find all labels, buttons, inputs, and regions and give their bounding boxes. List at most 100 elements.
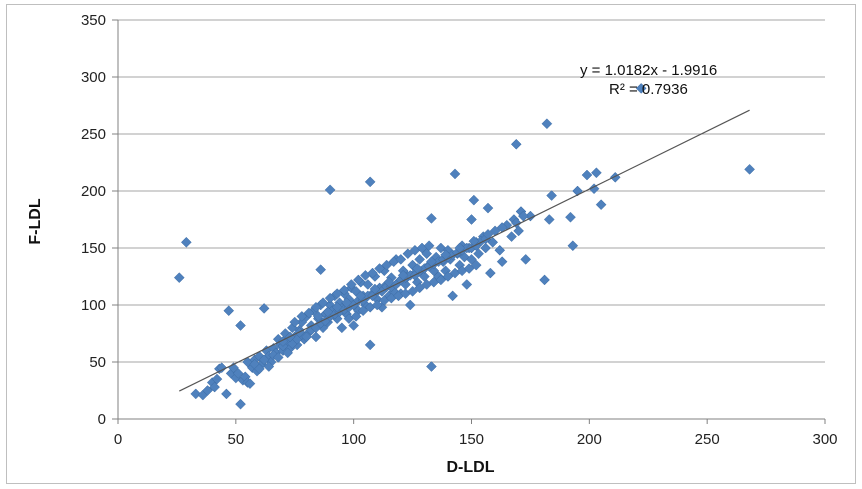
data-point: [235, 320, 246, 331]
r-squared-label: R² = 0.7936: [609, 81, 688, 98]
data-point: [296, 311, 308, 322]
data-point: [435, 274, 447, 286]
data-point: [371, 299, 383, 311]
data-point: [312, 311, 324, 322]
x-axis-title: D-LDL: [447, 459, 495, 476]
data-point: [473, 248, 484, 260]
data-point: [353, 274, 364, 286]
x-tick-label: 300: [812, 431, 837, 448]
data-point: [539, 274, 550, 286]
data-point: [543, 214, 555, 225]
data-point: [463, 263, 475, 274]
data-point: [581, 169, 593, 181]
data-point: [357, 305, 369, 317]
data-point: [520, 254, 532, 265]
data-point: [289, 316, 301, 328]
data-point: [402, 248, 414, 260]
data-point: [482, 202, 494, 214]
data-point: [190, 388, 202, 400]
x-tick-label: 200: [577, 431, 602, 448]
data-point: [381, 259, 393, 271]
data-point: [258, 303, 270, 314]
y-axis-title: F-LDL: [27, 198, 44, 244]
data-point: [223, 305, 235, 317]
data-point: [367, 267, 378, 279]
data-point: [468, 194, 480, 206]
data-point: [426, 213, 437, 224]
data-point: [211, 373, 223, 385]
data-point: [487, 236, 499, 248]
data-point: [362, 279, 374, 290]
data-point: [244, 378, 256, 390]
data-point: [348, 320, 360, 331]
data-point: [232, 368, 244, 379]
data-point: [369, 283, 381, 295]
data-point: [235, 398, 246, 410]
axes: [112, 19, 826, 424]
data-point: [173, 272, 185, 283]
data-point: [461, 279, 473, 290]
data-point: [595, 199, 607, 211]
data-point: [350, 311, 362, 322]
y-tick-label: 100: [81, 297, 106, 314]
data-point: [744, 163, 755, 175]
data-point: [301, 331, 312, 343]
x-tick-label: 0: [114, 431, 122, 448]
data-point: [414, 282, 426, 294]
data-point: [216, 362, 228, 374]
trendline: [179, 109, 750, 392]
data-point: [324, 184, 336, 196]
data-point: [296, 316, 308, 328]
y-tick-label: 0: [98, 411, 106, 428]
data-point: [310, 301, 322, 313]
y-tick-label: 50: [89, 354, 106, 371]
data-point: [254, 363, 265, 375]
data-point: [588, 183, 600, 195]
data-point: [355, 290, 367, 302]
data-point: [442, 271, 454, 282]
data-point: [303, 307, 315, 319]
data-point: [525, 210, 536, 222]
data-point: [426, 361, 437, 372]
data-point: [374, 263, 385, 274]
data-point: [322, 306, 334, 318]
data-point: [263, 361, 275, 372]
data-point: [180, 236, 192, 248]
data-point: [395, 254, 407, 265]
data-point: [496, 256, 508, 268]
x-tick-label: 150: [459, 431, 484, 448]
data-point: [310, 331, 322, 343]
data-point: [404, 299, 416, 311]
x-tick-label: 50: [227, 431, 244, 448]
data-point: [341, 297, 352, 309]
data-point: [591, 167, 602, 179]
data-point: [567, 240, 579, 252]
y-tick-label: 350: [81, 12, 106, 29]
data-point: [635, 83, 647, 94]
data-point: [513, 225, 524, 237]
y-tick-label: 250: [81, 126, 106, 143]
data-point: [414, 254, 426, 265]
data-point: [364, 339, 376, 351]
data-point: [258, 354, 270, 366]
text-layer: D-LDL F-LDL y = 1.0182x - 1.9916 R² = 0.…: [27, 62, 717, 476]
data-point: [209, 381, 220, 393]
data-point: [345, 279, 357, 290]
data-point: [484, 267, 496, 279]
data-point: [510, 217, 522, 229]
data-point: [546, 190, 557, 201]
data-point: [447, 290, 459, 302]
grid-lines: [118, 19, 825, 363]
data-points: [173, 83, 755, 410]
data-point: [272, 352, 284, 363]
data-point: [506, 231, 517, 242]
data-point: [315, 264, 327, 276]
y-tick-label: 300: [81, 69, 106, 86]
trendline-layer: [179, 109, 750, 392]
trendline-equation: y = 1.0182x - 1.9916: [580, 62, 717, 79]
data-point: [282, 347, 294, 359]
x-tick-label: 100: [341, 431, 366, 448]
data-point: [510, 138, 522, 150]
data-point: [364, 176, 376, 188]
